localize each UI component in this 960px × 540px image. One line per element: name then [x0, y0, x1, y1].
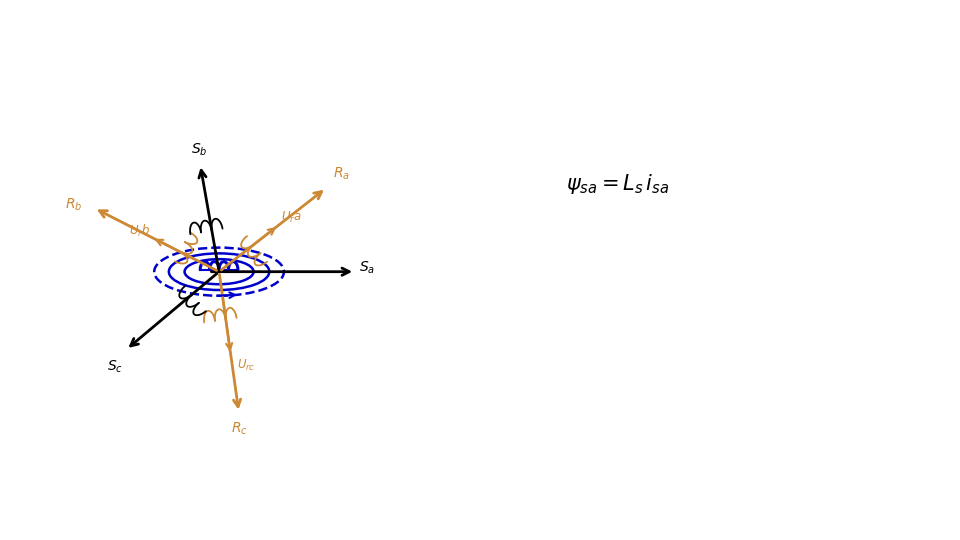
- Text: $S_a$: $S_a$: [359, 259, 375, 276]
- Text: $S_b$: $S_b$: [191, 142, 207, 158]
- Text: Modélisation - Dr Rahmoue Chemseddine: Modélisation - Dr Rahmoue Chemseddine: [566, 509, 874, 522]
- Text: $U_{rc}$: $U_{rc}$: [237, 358, 255, 373]
- Text: Machine électrique généralisée dans le repère naturel: Machine électrique généralisée dans le r…: [19, 36, 468, 51]
- Text: $\psi_{sa} = L_s \, i_{sa}$: $\psi_{sa} = L_s \, i_{sa}$: [566, 172, 670, 196]
- Text: http://ch-rahmoune.univ-boumerdes.dz/: http://ch-rahmoune.univ-boumerdes.dz/: [19, 509, 313, 522]
- Text: $S_c$: $S_c$: [107, 359, 123, 375]
- Text: $R_a$: $R_a$: [333, 166, 350, 182]
- Text: $R_b$: $R_b$: [65, 197, 83, 213]
- Text: $R_c$: $R_c$: [231, 421, 249, 437]
- Text: Modèle triphasé de la machine généralisée: Modèle triphasé de la machine généralisé…: [542, 36, 898, 51]
- Text: $U_ra$: $U_ra$: [280, 210, 301, 225]
- Text: $U_rb$: $U_rb$: [129, 224, 150, 240]
